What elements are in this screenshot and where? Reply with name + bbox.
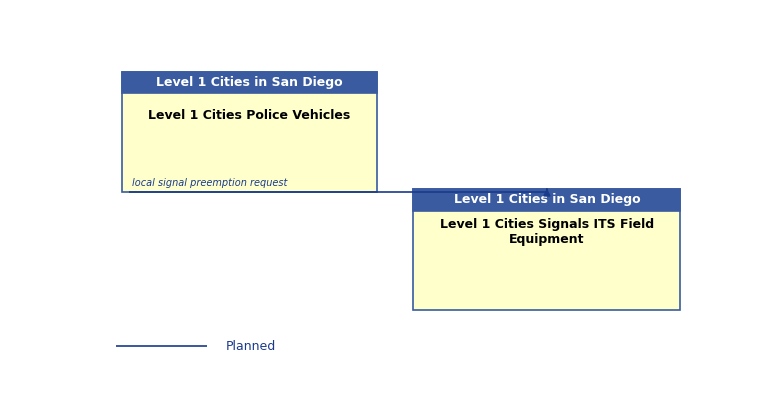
FancyBboxPatch shape <box>413 189 680 211</box>
FancyBboxPatch shape <box>122 72 377 192</box>
FancyBboxPatch shape <box>413 189 680 309</box>
Text: Level 1 Cities in San Diego: Level 1 Cities in San Diego <box>453 193 640 206</box>
Text: Level 1 Cities in San Diego: Level 1 Cities in San Diego <box>157 76 343 89</box>
FancyBboxPatch shape <box>122 72 377 94</box>
Text: Planned: Planned <box>226 339 276 353</box>
Text: local signal preemption request: local signal preemption request <box>132 178 288 188</box>
Text: Level 1 Cities Signals ITS Field
Equipment: Level 1 Cities Signals ITS Field Equipme… <box>440 218 654 246</box>
Text: Level 1 Cities Police Vehicles: Level 1 Cities Police Vehicles <box>149 109 351 122</box>
